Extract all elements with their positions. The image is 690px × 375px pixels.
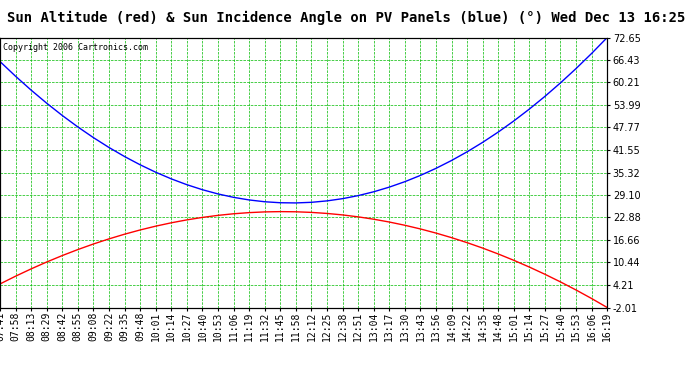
Text: Sun Altitude (red) & Sun Incidence Angle on PV Panels (blue) (°) Wed Dec 13 16:2: Sun Altitude (red) & Sun Incidence Angle… [7,11,685,26]
Text: Copyright 2006 Cartronics.com: Copyright 2006 Cartronics.com [3,43,148,52]
